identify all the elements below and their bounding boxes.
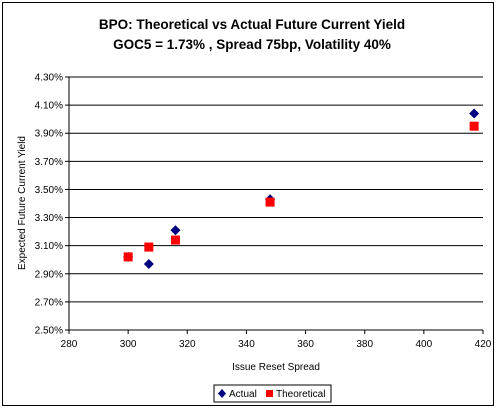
x-tick-label: 340	[238, 339, 255, 350]
x-tick-label: 420	[475, 339, 492, 350]
y-tick-label: 3.90%	[35, 129, 63, 140]
theoretical-point	[170, 235, 180, 245]
plot-area: 2.50% 2.70% 2.90% 3.10% 3.30% 3.50% 3.70% 3.90%…	[35, 73, 492, 351]
gridlines	[69, 76, 483, 303]
legend-theoretical-marker	[266, 390, 273, 397]
x-axis-label: Issue Reset Spread	[232, 362, 320, 373]
legend: Actual Theoretical	[213, 384, 332, 403]
y-axis-ticks: 2.50% 2.70% 2.90% 3.10% 3.30% 3.50% 3.70% 3.90%…	[35, 73, 69, 337]
x-tick-label: 320	[179, 339, 196, 350]
legend-actual-label: Actual	[229, 389, 257, 400]
legend-theoretical-label: Theoretical	[276, 389, 325, 400]
x-tick-label: 400	[416, 339, 433, 350]
theoretical-point	[123, 252, 133, 262]
y-tick-label: 3.70%	[35, 157, 63, 168]
theoretical-point	[265, 197, 275, 207]
axes	[68, 77, 483, 331]
x-tick-label: 380	[356, 339, 373, 350]
theoretical-point	[144, 242, 154, 252]
x-tick-label: 300	[120, 339, 137, 350]
theoretical-point	[469, 121, 479, 131]
chart-subtitle: GOC5 = 1.73% , Spread 75bp, Volatility 4…	[113, 37, 391, 52]
actual-point	[469, 108, 480, 119]
x-tick-label: 280	[61, 339, 78, 350]
actual-point	[170, 225, 181, 236]
y-tick-label: 2.70%	[35, 297, 63, 308]
y-axis-label: Expected Future Current Yield	[17, 136, 28, 270]
plot-background	[69, 77, 483, 330]
y-tick-label: 3.50%	[35, 185, 63, 196]
x-tick-label: 360	[297, 339, 314, 350]
y-tick-label: 3.10%	[35, 241, 63, 252]
data-markers	[123, 108, 480, 269]
y-tick-label: 4.30%	[35, 73, 63, 84]
actual-point	[143, 258, 154, 269]
legend-actual-marker	[218, 389, 226, 398]
x-axis-ticks: 280 300 320 340 360 380 400 420	[61, 330, 492, 350]
y-tick-label: 2.90%	[35, 269, 63, 280]
y-tick-label: 4.10%	[35, 101, 63, 112]
chart-title: BPO: Theoretical vs Actual Future Curren…	[99, 17, 405, 32]
y-tick-label: 2.50%	[35, 326, 63, 337]
y-tick-label: 3.30%	[35, 213, 63, 224]
